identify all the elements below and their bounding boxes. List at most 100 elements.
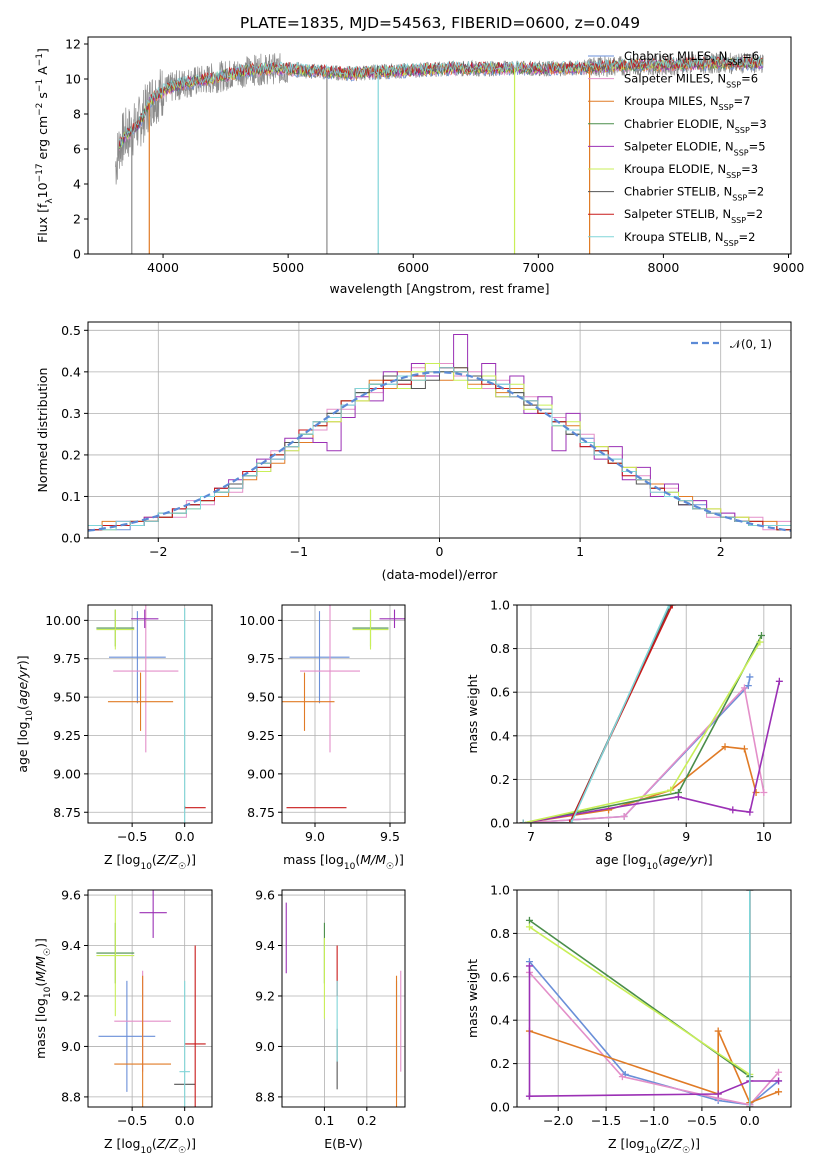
axes-frame xyxy=(281,889,406,1108)
error-bar-point xyxy=(289,611,350,704)
y-tick-label: 0.0 xyxy=(490,1100,510,1115)
mass_age-xlabel: mass [log10(M/M☉)] xyxy=(283,852,404,872)
error-bar-point xyxy=(96,895,135,1017)
y-tick-label: 9.00 xyxy=(53,766,81,781)
error-bars xyxy=(282,605,405,809)
x-tick-label: 4000 xyxy=(147,260,179,275)
x-tick-label: −1.5 xyxy=(591,1113,621,1128)
error-bar-point xyxy=(96,609,135,650)
x-tick-label: 8000 xyxy=(648,260,680,275)
x-tick-label: 9.0 xyxy=(305,829,325,844)
weight-lines xyxy=(519,605,783,823)
weight-series xyxy=(519,743,760,823)
y-tick-label: 9.50 xyxy=(53,690,81,705)
x-tick-label: 9000 xyxy=(773,260,805,275)
y-tick-label: 2 xyxy=(73,212,81,227)
weight-line xyxy=(529,926,751,1076)
x-tick-label: 0.0 xyxy=(740,1113,760,1128)
weight-marker xyxy=(525,962,533,970)
axes-frame xyxy=(87,889,213,1108)
weight-lines xyxy=(525,890,783,1107)
axes-frame xyxy=(516,604,792,824)
histograms xyxy=(88,334,791,538)
legend-entry: Chabrier MILES, NSSP=6 xyxy=(624,49,759,67)
weight-marker xyxy=(775,1068,783,1076)
weight-line xyxy=(523,605,670,823)
y-tick-label: 9.25 xyxy=(247,728,275,743)
Z_age-xlabel: Z [log10(Z/Z☉)] xyxy=(104,852,196,872)
axes-frame xyxy=(281,604,406,824)
error-bar-point xyxy=(184,945,206,1107)
Z_weight-ylabel: mass weight xyxy=(465,959,480,1038)
y-tick-label: 9.25 xyxy=(53,728,81,743)
y-tick-label: 9.6 xyxy=(255,888,275,903)
y-tick-label: 9.6 xyxy=(61,888,81,903)
weight-marker xyxy=(566,819,574,823)
error-bars xyxy=(96,605,206,823)
weight-series xyxy=(525,923,754,1078)
weight-marker xyxy=(525,916,533,924)
weight-line xyxy=(523,686,765,823)
weight-series xyxy=(519,605,676,823)
y-tick-label: 10.00 xyxy=(239,613,275,628)
x-tick-label: −0.5 xyxy=(117,1113,147,1128)
weight-marker xyxy=(729,806,737,814)
weight-marker xyxy=(620,812,628,820)
error-bars xyxy=(96,890,206,1107)
legend-entry: Salpeter ELODIE, NSSP=5 xyxy=(624,139,766,157)
x-tick-label: 9 xyxy=(682,829,690,844)
age_weight-panel: 7 8 9 10 0.0 0.2 0.4 0.6 0.8 1.0 age [log10(age/yr… xyxy=(465,598,792,872)
x-tick-label: 0.2 xyxy=(357,1113,377,1128)
x-tick-label: 6000 xyxy=(397,260,429,275)
y-tick-label: 6 xyxy=(73,142,81,157)
ebv-xlabel: E(B-V) xyxy=(324,1136,363,1151)
x-tick-label: 5000 xyxy=(272,260,304,275)
weight-series xyxy=(519,605,673,823)
legend-entry: Chabrier ELODIE, NSSP=3 xyxy=(624,117,767,135)
weight-marker xyxy=(760,788,768,796)
x-tick-label: 9.5 xyxy=(380,829,400,844)
axes-frame xyxy=(87,604,213,824)
y-tick-label: 0.0 xyxy=(490,816,510,831)
figure-title: PLATE=1835, MJD=54563, FIBERID=0600, z=0… xyxy=(240,14,640,32)
axes-frame xyxy=(516,889,792,1108)
error-bar-point xyxy=(131,609,159,629)
error-bar-point xyxy=(98,980,156,1092)
y-tick-label: 0.6 xyxy=(490,969,510,984)
Z_age-ylabel: age [log10(age/yr)] xyxy=(15,655,35,772)
Z_mass-xlabel: Z [log10(Z/Z☉)] xyxy=(104,1136,196,1156)
x-tick-label: −1 xyxy=(290,544,308,559)
Z_mass-ylabel: mass [log10(M/M☉)] xyxy=(33,938,53,1059)
Z_weight-panel: −2.0 −1.5 −1.0 −0.5 0.0 0.0 0.2 0.4 0.6 0.8 1.0 Z [… xyxy=(465,883,792,1156)
y-tick-label: 0.2 xyxy=(490,772,510,787)
y-tick-label: 12 xyxy=(65,37,81,52)
y-tick-label: 0.2 xyxy=(490,1056,510,1071)
weight-series xyxy=(519,677,783,823)
y-tick-label: 9.0 xyxy=(61,1039,81,1054)
weight-marker xyxy=(525,1092,533,1100)
y-tick-label: 0.0 xyxy=(61,531,81,546)
model-spectrum-line xyxy=(118,55,763,145)
x-tick-label: −2 xyxy=(149,544,167,559)
weight-marker xyxy=(775,677,783,685)
residual-xlabel: (data-model)/error xyxy=(382,567,499,582)
weight-marker xyxy=(668,605,676,609)
spectrum-lines xyxy=(115,52,764,254)
weight-line xyxy=(523,605,673,823)
spectrum-legend: Chabrier MILES, NSSP=6 Salpeter MILES, NS… xyxy=(588,49,767,247)
spectrum-panel: 4000 5000 6000 7000 8000 9000 0 2 4 6 8 10 12 wavelen… xyxy=(35,36,805,296)
y-tick-label: 0.4 xyxy=(490,1013,510,1028)
y-tick-label: 8.75 xyxy=(53,805,81,820)
y-tick-label: 8.8 xyxy=(61,1089,81,1104)
y-tick-label: 1.0 xyxy=(490,883,510,898)
residual-ylabel: Normed distribution xyxy=(35,368,50,493)
legend-entry: Kroupa STELIB, NSSP=2 xyxy=(624,230,755,248)
weight-marker xyxy=(746,890,754,894)
y-tick-label: 0.4 xyxy=(490,728,510,743)
x-tick-label: −1.0 xyxy=(639,1113,669,1128)
y-tick-label: 8 xyxy=(73,107,81,122)
weight-line xyxy=(523,681,781,823)
x-tick-label: −2.0 xyxy=(543,1113,573,1128)
x-tick-label: 0 xyxy=(436,544,444,559)
